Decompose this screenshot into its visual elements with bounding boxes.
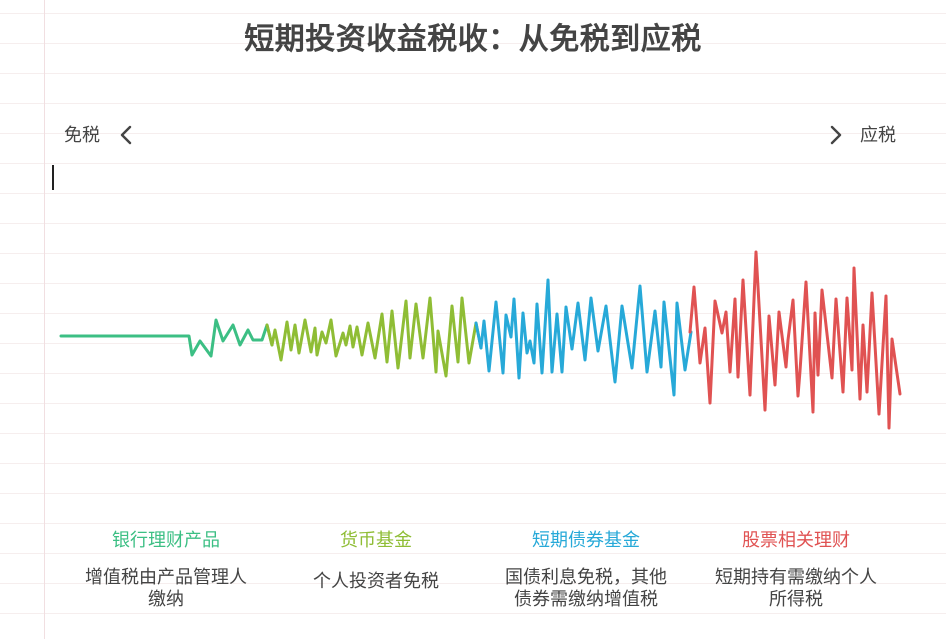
series-line-1 — [265, 296, 483, 378]
chart-title: 短期投资收益税收：从免税到应税 — [244, 22, 702, 57]
chevron-right-icon — [830, 125, 842, 145]
series-line-3 — [688, 250, 902, 430]
category-label-bank-wealth: 银行理财产品 — [112, 530, 220, 551]
category-label-money-fund: 货币基金 — [340, 530, 412, 551]
series-line-0 — [59, 318, 274, 358]
category-description-bank-wealth: 增值税由产品管理人 缴纳 — [85, 567, 247, 610]
notebook-margin-line — [44, 0, 45, 639]
series-line-2 — [474, 278, 693, 397]
category-description-money-fund: 个人投资者免税 — [313, 571, 439, 592]
chevron-left-icon — [120, 125, 132, 145]
axis-label-tax-exempt: 免税 — [64, 125, 100, 146]
category-description-short-bond-fund: 国债利息免税，其他 债券需缴纳增值税 — [505, 567, 667, 610]
category-description-stock-wealth: 短期持有需缴纳个人 所得税 — [715, 567, 877, 610]
category-label-stock-wealth: 股票相关理财 — [742, 530, 850, 551]
axis-label-taxable: 应税 — [860, 125, 896, 146]
text-cursor — [52, 165, 54, 190]
category-label-short-bond-fund: 短期债券基金 — [532, 530, 640, 551]
